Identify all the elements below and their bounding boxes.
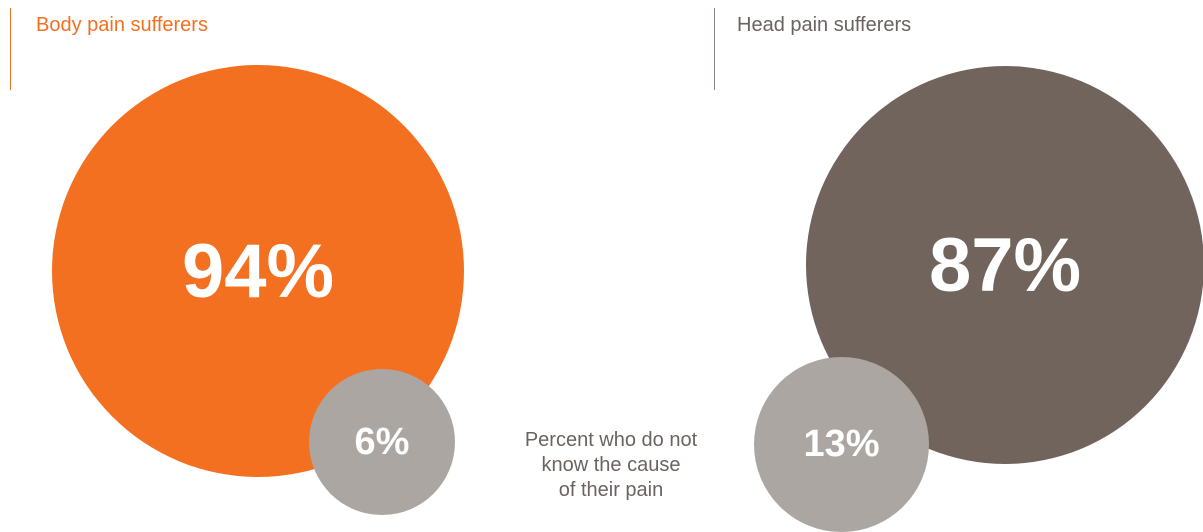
body-pain-minor-circle: 6% [309,369,455,515]
head-pain-minor-value: 13% [803,423,880,465]
body-pain-minor-value: 6% [354,420,410,463]
body-pain-major-value: 94% [181,228,335,314]
caption-line-3: of their pain [558,479,664,501]
left-divider [10,8,11,90]
right-divider [714,8,715,90]
caption: Percent who do not know the cause of the… [491,428,731,503]
head-pain-minor-circle: 13% [754,357,929,532]
body-pain-major-circle: 94% [52,65,464,477]
caption-line-1: Percent who do not [524,429,698,451]
caption-line-2: know the cause [541,454,681,476]
head-pain-label: Head pain sufferers [737,14,912,36]
head-pain-major-value: 87% [928,222,1082,308]
body-pain-label: Body pain sufferers [36,14,208,36]
